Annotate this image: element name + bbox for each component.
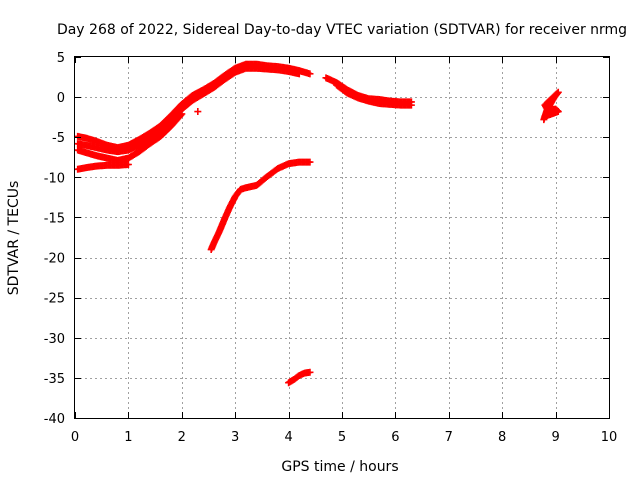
axis-ticks [75, 57, 610, 419]
x-tick-label: 9 [551, 430, 559, 445]
series-track-bottom-left [74, 160, 132, 173]
y-tick-label: 0 [57, 91, 65, 106]
data-point [194, 108, 202, 116]
series-track-bottom-short [285, 368, 314, 387]
x-tick-label: 3 [231, 430, 239, 445]
y-tick-label: -5 [52, 131, 65, 146]
y-tick-label: -30 [44, 332, 65, 347]
data-point [178, 110, 186, 118]
y-tick-label: 5 [57, 51, 65, 66]
data-point [541, 112, 549, 120]
x-tick-label: 5 [338, 430, 346, 445]
series-track-main-lower [74, 110, 186, 164]
data-point [177, 111, 185, 119]
plot-frame [74, 56, 610, 419]
y-tick-label: -40 [44, 412, 65, 427]
x-tick-label: 7 [445, 430, 453, 445]
data-point [306, 70, 314, 78]
chart-title: Day 268 of 2022, Sidereal Day-to-day VTE… [57, 22, 627, 38]
series-track-main-middle [74, 64, 303, 156]
series-track-afternoon-lower [333, 81, 415, 109]
data-series [74, 60, 562, 387]
y-tick-label: -15 [44, 211, 65, 226]
y-axis-label: SDTVAR / TECUs [6, 181, 22, 296]
data-point [124, 160, 132, 168]
x-axis-label: GPS time / hours [281, 459, 398, 475]
y-tick-label: -10 [44, 171, 65, 186]
y-tick-label: -35 [44, 372, 65, 387]
data-point [306, 158, 314, 166]
tick-labels: 0 1 2 3 4 5 6 7 8 9 10 5 0 -5 -10 -15 -20 -25 -30 -35 -40 [44, 51, 618, 445]
grid-lines [75, 57, 609, 418]
y-tick-label: -20 [44, 252, 65, 267]
data-point [407, 101, 415, 109]
x-tick-label: 1 [124, 430, 132, 445]
x-tick-label: 10 [601, 430, 618, 445]
x-tick-label: 6 [391, 430, 399, 445]
y-tick-label: -25 [44, 292, 65, 307]
data-point [295, 70, 303, 78]
x-tick-label: 4 [284, 430, 292, 445]
series-isolated-point [194, 108, 202, 116]
x-tick-label: 0 [71, 430, 79, 445]
x-tick-label: 8 [498, 430, 506, 445]
x-tick-label: 2 [178, 430, 186, 445]
series-track-rising-arc [207, 158, 314, 254]
data-point [306, 368, 314, 376]
series-track-late-evening [540, 88, 562, 124]
